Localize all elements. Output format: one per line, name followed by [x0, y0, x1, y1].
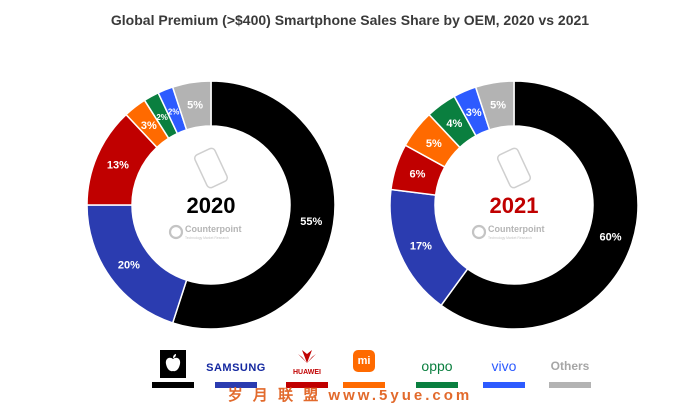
legend-label: mi	[357, 355, 371, 367]
legend-label: vivo	[491, 358, 517, 374]
slice-label-others: 5%	[490, 100, 506, 112]
legend-swatch	[343, 382, 385, 388]
apple-logo-icon	[160, 350, 186, 378]
slice-label-xiaomi: 5%	[426, 138, 442, 150]
slice-label-huawei: 13%	[107, 160, 129, 172]
phone-icon	[193, 147, 229, 189]
counterpoint-logo-subtitle: Technology Market Research	[185, 236, 229, 240]
slice-label-apple: 60%	[600, 231, 622, 243]
slice-label-huawei: 6%	[410, 169, 426, 181]
slice-label-oppo: 4%	[446, 118, 462, 130]
legend-label: HUAWEI	[293, 369, 321, 376]
slice-label-xiaomi: 3%	[141, 120, 157, 132]
slice-label-oppo: 2%	[156, 113, 168, 122]
huawei-flower-icon	[298, 350, 316, 363]
phone-icon	[496, 147, 532, 189]
legend-swatch	[215, 382, 257, 388]
legend-item-vivo: vivo	[469, 350, 539, 394]
counterpoint-logo-text: Counterpoint	[185, 224, 242, 234]
slice-others	[474, 80, 515, 131]
legend-label: SAMSUNG	[206, 362, 266, 374]
legend-item-others: Others	[535, 350, 605, 394]
legend-swatch	[549, 382, 591, 388]
legend-swatch	[286, 382, 328, 388]
legend-label: oppo	[421, 358, 453, 374]
legend-label: Others	[550, 359, 590, 373]
donut-chart-2021: 60% 17% 6% 5% 4% 3% 5% 2021 Counterpoint Technolo…	[389, 80, 639, 330]
xiaomi-mi-icon	[353, 350, 375, 372]
legend-item-oppo: oppo	[402, 350, 472, 394]
counterpoint-logo-subtitle: Technology Market Research	[488, 236, 532, 240]
slice-others	[171, 80, 212, 131]
slice-label-vivo: 3%	[466, 107, 482, 119]
legend-item-xiaomi: mi	[329, 350, 399, 394]
slice-label-samsung: 17%	[410, 240, 432, 252]
legend-swatch	[416, 382, 458, 388]
legend-item-apple	[138, 350, 208, 394]
slice-apple	[171, 80, 336, 330]
donut-chart-2020: 55%20%13%3%2%2%5%2020CounterpointTechnol…	[86, 80, 336, 330]
slice-label-apple: 55%	[300, 216, 322, 228]
slice-label-others: 5%	[187, 100, 203, 112]
legend-item-huawei: HUAWEI	[272, 350, 342, 394]
counterpoint-logo-text: Counterpoint	[488, 224, 545, 234]
center-year-label: 2020	[187, 193, 236, 218]
counterpoint-logo-icon	[471, 224, 487, 240]
legend-item-samsung: SAMSUNG	[201, 350, 271, 394]
counterpoint-logo-icon	[168, 224, 184, 240]
chart-title: Global Premium (>$400) Smartphone Sales …	[110, 12, 590, 28]
donut-charts: 55%20%13%3%2%2%5%2020CounterpointTechnol…	[86, 80, 639, 330]
watermark: 岁 月 联 盟 www.5yue.com	[227, 387, 473, 404]
slice-label-samsung: 20%	[118, 260, 140, 272]
center-year-label: 2021	[490, 193, 539, 218]
legend-swatch	[483, 382, 525, 388]
slice-label-vivo: 2%	[168, 108, 180, 117]
legend-swatch	[152, 382, 194, 388]
slice-apple	[440, 80, 639, 330]
